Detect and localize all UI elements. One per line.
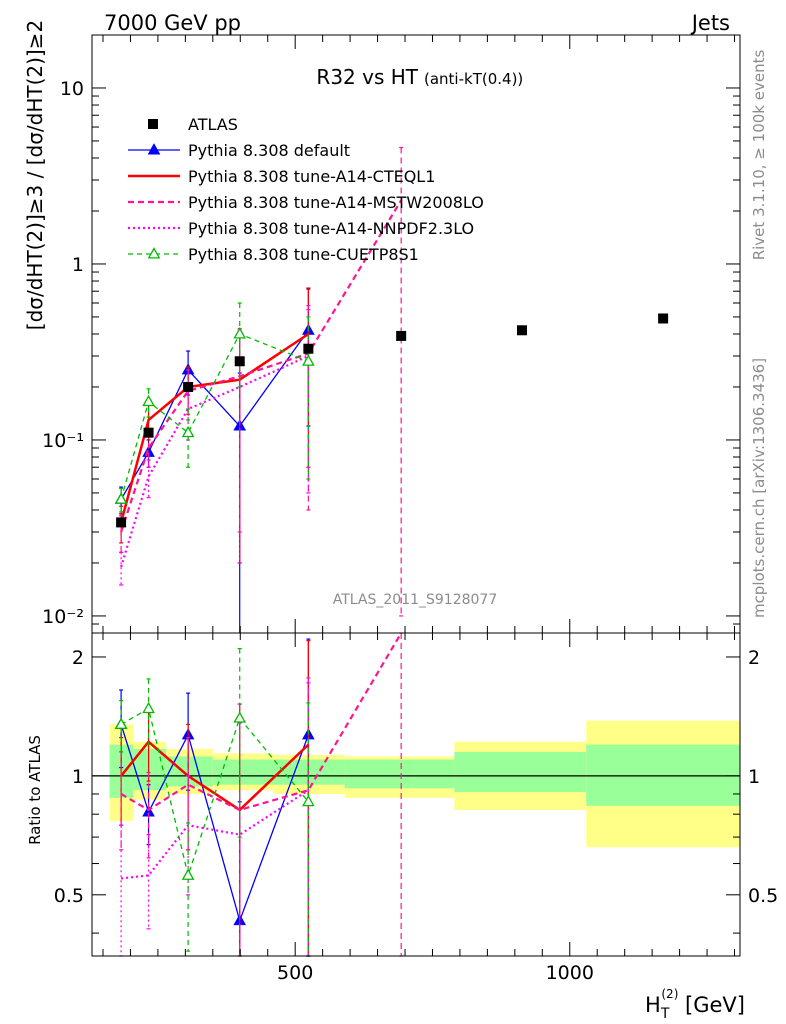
uncertainty-band-inner (166, 756, 213, 787)
main-title: R32 vs HT (316, 65, 418, 89)
main-pythia-8-308-tune-cuetp8s1-marker (233, 327, 247, 339)
main-pythia-8-308-tune-a14-cteql1-series (119, 287, 311, 564)
main-pythia-8-308-default-series (114, 288, 315, 633)
y-tick-label-main: 10⁻¹ (42, 430, 84, 452)
ratio-pythia-8-308-tune-cuetp8s1-marker (114, 717, 128, 729)
y-tick-label-main: 1 (72, 254, 84, 276)
y-tick-label-main: 10⁻² (42, 606, 84, 628)
atlas-data-point (234, 356, 245, 367)
atlas-data-point (396, 330, 407, 341)
atlas-data-point (116, 517, 127, 528)
uncertainty-band-inner (454, 751, 587, 793)
y-tick-label-main: 10 (60, 78, 84, 100)
legend-label: Pythia 8.308 tune-A14-NNPDF2.3LO (188, 219, 474, 238)
y-tick-label-ratio: 1 (72, 766, 84, 788)
main-pythia-8-308-tune-cuetp8s1-series (114, 302, 315, 513)
y-tick-label-ratio: 2 (72, 647, 84, 669)
ratio-pythia-8-308-tune-cuetp8s1-series (114, 648, 315, 957)
main-pythia-8-308-tune-cuetp8s1-marker (114, 492, 128, 504)
main-pythia-8-308-tune-cuetp8s1-line (120, 333, 309, 500)
ratio-pythia-8-308-tune-cuetp8s1-marker (302, 794, 315, 807)
main-panel: 10⁻² 10⁻¹ 1 10 R32 vs HT (anti-kT(0.4)) ATL… (23, 20, 741, 634)
analysis-label: ATLAS_2011_S9128077 (333, 592, 498, 608)
ratio-pythia-8-308-tune-a14-nnpdf2-3lo-series (119, 682, 311, 957)
x-tick-label: 500 (277, 962, 313, 984)
ratio-axes: 0.5 0.5 1 1 2 2 500 1000 (54, 633, 778, 984)
x-axis-label: HT(2) [GeV] (645, 987, 745, 1022)
ratio-panel: 0.5 0.5 1 1 2 2 500 1000 Ratio to ATLAS HT(2) [… (26, 632, 778, 1022)
main-pythia-8-308-tune-a14-nnpdf2-3lo-line (120, 354, 309, 568)
mcplots-label: mcplots.cern.ch [arXiv:1306.3436] (750, 358, 768, 618)
legend-label: Pythia 8.308 tune-A14-CTEQL1 (188, 167, 435, 186)
main-pythia-8-308-tune-cuetp8s1-marker (142, 394, 155, 407)
header-left: 7000 GeV pp (104, 11, 241, 35)
ratio-pythia-8-308-tune-cuetp8s1-marker (233, 711, 247, 723)
main-pythia-8-308-tune-cuetp8s1-marker (181, 425, 195, 438)
uncertainty-band-inner (212, 759, 274, 785)
main-pythia-8-308-tune-cuetp8s1-marker (302, 354, 315, 366)
legend-marker (147, 247, 161, 259)
y-axis-label-ratio: Ratio to ATLAS (26, 735, 44, 845)
main-plot-area (114, 146, 669, 633)
atlas-data-point (183, 381, 194, 392)
ratio-plot-area (92, 632, 740, 957)
header-right: Jets (690, 11, 730, 35)
legend-marker (147, 143, 161, 155)
y-tick-label-ratio-right: 0.5 (748, 885, 778, 907)
legend-label: Pythia 8.308 tune-CUETP8S1 (188, 245, 419, 264)
legend-label: Pythia 8.308 tune-A14-MSTW2008LO (188, 193, 484, 212)
y-tick-label-ratio-right: 1 (748, 766, 760, 788)
y-axis-label-main: [dσ/dHT(2)]≥3 / [dσ/dHT(2)]≥2 (23, 20, 47, 330)
rivet-label: Rivet 3.1.10, ≥ 100k events (750, 50, 768, 261)
x-tick-label: 1000 (546, 962, 594, 984)
atlas-data-point (516, 325, 527, 336)
legend: ATLAS Pythia 8.308 default Pythia 8.308 tu… (128, 115, 484, 264)
atlas-data-point (143, 427, 154, 438)
ratio-pythia-8-308-tune-cuetp8s1-marker (142, 701, 155, 714)
legend-marker-atlas (148, 119, 158, 129)
atlas-data-point (658, 313, 669, 324)
atlas-data-point (303, 343, 314, 354)
ratio-pythia-8-308-tune-cuetp8s1-marker (181, 868, 195, 880)
ratio-pythia-8-308-tune-cuetp8s1-line (120, 707, 309, 877)
y-tick-label-ratio-right: 2 (748, 647, 760, 669)
main-pythia-8-308-tune-a14-mstw2008lo-series (119, 146, 404, 617)
ratio-frame (91, 632, 741, 957)
legend-label: Pythia 8.308 default (188, 141, 350, 160)
uncertainty-band-inner (586, 744, 740, 806)
y-tick-label-ratio: 0.5 (54, 885, 84, 907)
legend-label: ATLAS (188, 115, 238, 134)
uncertainty-band-inner (344, 759, 455, 789)
main-title-suffix: (anti-kT(0.4)) (424, 70, 523, 88)
main-axes: 10⁻² 10⁻¹ 1 10 (42, 34, 740, 634)
